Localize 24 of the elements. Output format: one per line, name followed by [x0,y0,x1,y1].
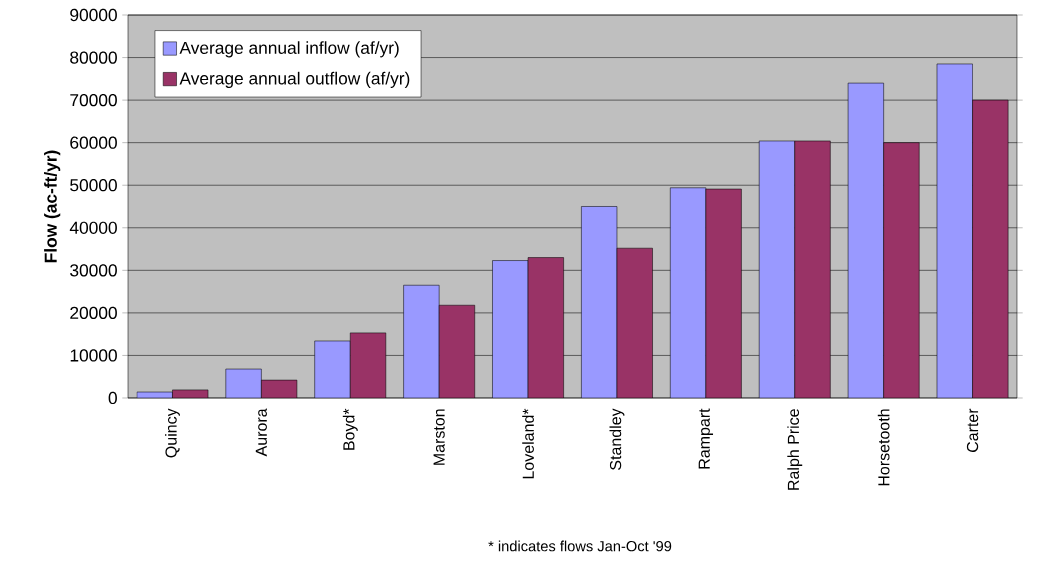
x-tick-label: Loveland* [522,408,534,479]
y-tick-label: 40000 [69,221,117,234]
text: * indicates flows Jan-Oct '99 [488,540,672,552]
y-tick-label: 80000 [70,51,117,64]
y-tick-label: 90000 [70,8,117,22]
y-axis-title: Flow (ac-ft/yr) [44,150,61,263]
x-tick-label: Aurora [255,408,267,457]
x-tick-label: Carter [966,408,979,453]
y-tick-label: 60000 [70,136,117,149]
x-tick-label: Ralph Price [787,409,803,490]
x-tick-label: Quincy [165,408,180,458]
x-tick-label: Boyd* [342,408,358,450]
x-tick-label: Rampart [698,408,714,469]
y-tick-label: 50000 [70,179,117,192]
x-tick-label: Marston [433,409,445,465]
legend-label: Average annual inflow (af/yr) [179,41,399,58]
y-tick-label: 10000 [70,349,117,362]
y-tick-label: 20000 [70,306,117,320]
x-tick-label: Horsetooth [877,409,890,486]
legend-label: Average annual outflow (af/yr) [179,71,410,88]
y-tick-label: 70000 [70,93,117,107]
y-tick-label: 0 [108,391,117,405]
x-tick-label: Standley [609,408,625,470]
y-tick-label: 30000 [70,264,117,277]
